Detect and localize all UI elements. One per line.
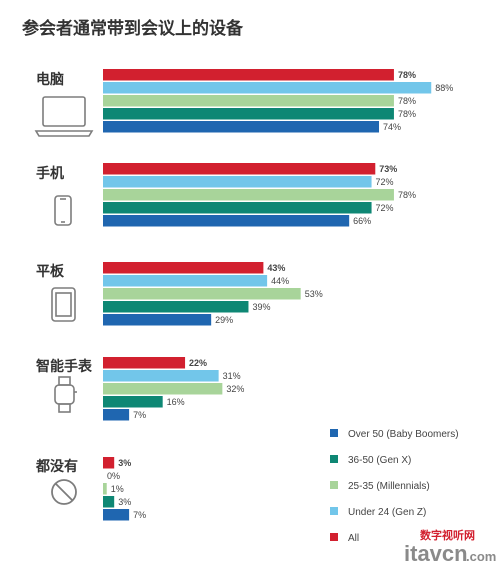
value-label: 3% — [118, 458, 131, 468]
value-label: 72% — [376, 177, 394, 187]
no-device-icon — [51, 479, 77, 505]
value-label: 78% — [398, 70, 416, 80]
smartwatch-icon — [54, 376, 77, 413]
category-icons — [34, 96, 94, 505]
value-label: 78% — [398, 109, 416, 119]
bar-25-35-millennials — [103, 288, 301, 300]
bar-over-50-baby-boomers — [103, 121, 380, 133]
bar-36-50-gen-x — [103, 202, 372, 214]
value-label: 29% — [215, 315, 233, 325]
bar-25-35-millennials — [103, 483, 107, 495]
value-label: 16% — [167, 397, 185, 407]
legend-swatch-25-35-millennials — [330, 481, 338, 489]
legend-swatch-all — [330, 533, 338, 541]
bar-over-50-baby-boomers — [103, 409, 130, 421]
bar-all — [103, 69, 394, 81]
value-label: 53% — [305, 289, 323, 299]
value-label: 3% — [118, 497, 131, 507]
legend-swatch-36-50-gen-x — [330, 455, 338, 463]
value-label: 74% — [383, 122, 401, 132]
category-label: 智能手表 — [35, 358, 93, 375]
watermark: 数字视听网 itavcn .com — [404, 528, 496, 566]
bar-all — [103, 357, 186, 369]
bar-over-50-baby-boomers — [103, 509, 130, 521]
value-label: 88% — [435, 83, 453, 93]
value-label: 73% — [379, 164, 397, 174]
bar-under-24-gen-z — [103, 176, 372, 188]
category-label: 电脑 — [36, 71, 64, 88]
value-label: 66% — [353, 216, 371, 226]
value-label: 78% — [398, 96, 416, 106]
bar-all — [103, 163, 376, 175]
value-label: 1% — [111, 484, 124, 494]
legend-swatch-over-50-baby-boomers — [330, 429, 338, 437]
bar-36-50-gen-x — [103, 108, 394, 120]
legend: Over 50 (Baby Boomers) 36-50 (Gen X) 25-35… — [330, 429, 459, 544]
value-label: 0% — [107, 471, 120, 481]
value-label: 7% — [133, 410, 146, 420]
value-label: 32% — [226, 384, 244, 394]
bar-over-50-baby-boomers — [103, 314, 212, 326]
chart-title: 参会者通常带到会议上的设备 — [22, 18, 244, 39]
value-label: 78% — [398, 190, 416, 200]
category-label: 平板 — [36, 263, 65, 280]
bar-25-35-millennials — [103, 383, 223, 395]
legend-label: All — [348, 533, 359, 544]
phone-icon — [54, 195, 72, 226]
category-label: 都没有 — [35, 458, 78, 475]
watermark-main: itavcn — [404, 541, 468, 566]
bar-all — [103, 457, 115, 469]
bar-over-50-baby-boomers — [103, 215, 350, 227]
bar-under-24-gen-z — [103, 275, 268, 287]
bar-36-50-gen-x — [103, 301, 249, 313]
bar-25-35-millennials — [103, 95, 394, 107]
bar-under-24-gen-z — [103, 82, 432, 94]
laptop-icon — [34, 96, 94, 137]
bar-25-35-millennials — [103, 189, 394, 201]
value-labels: 78% 88% 78% 78% 74% 73% 72% 78% 72% 66% 43% 44% 53% 3… — [107, 70, 453, 520]
value-label: 39% — [252, 302, 270, 312]
value-label: 43% — [267, 263, 285, 273]
legend-label: 25-35 (Millennials) — [348, 481, 430, 492]
legend-label: Over 50 (Baby Boomers) — [348, 429, 459, 440]
bar-under-24-gen-z — [103, 370, 219, 382]
value-label: 31% — [223, 371, 241, 381]
value-label: 44% — [271, 276, 289, 286]
bar-all — [103, 262, 264, 274]
value-label: 72% — [376, 203, 394, 213]
watermark-suffix: .com — [466, 549, 496, 564]
tablet-icon — [51, 287, 76, 322]
value-label: 7% — [133, 510, 146, 520]
legend-swatch-under-24-gen-z — [330, 507, 338, 515]
bar-36-50-gen-x — [103, 396, 163, 408]
category-label: 手机 — [36, 165, 64, 182]
bar-36-50-gen-x — [103, 496, 115, 508]
value-label: 22% — [189, 358, 207, 368]
legend-label: Under 24 (Gen Z) — [348, 507, 426, 518]
legend-label: 36-50 (Gen X) — [348, 455, 411, 466]
bars — [103, 69, 432, 521]
watermark-cn: 数字视听网 — [420, 528, 475, 542]
